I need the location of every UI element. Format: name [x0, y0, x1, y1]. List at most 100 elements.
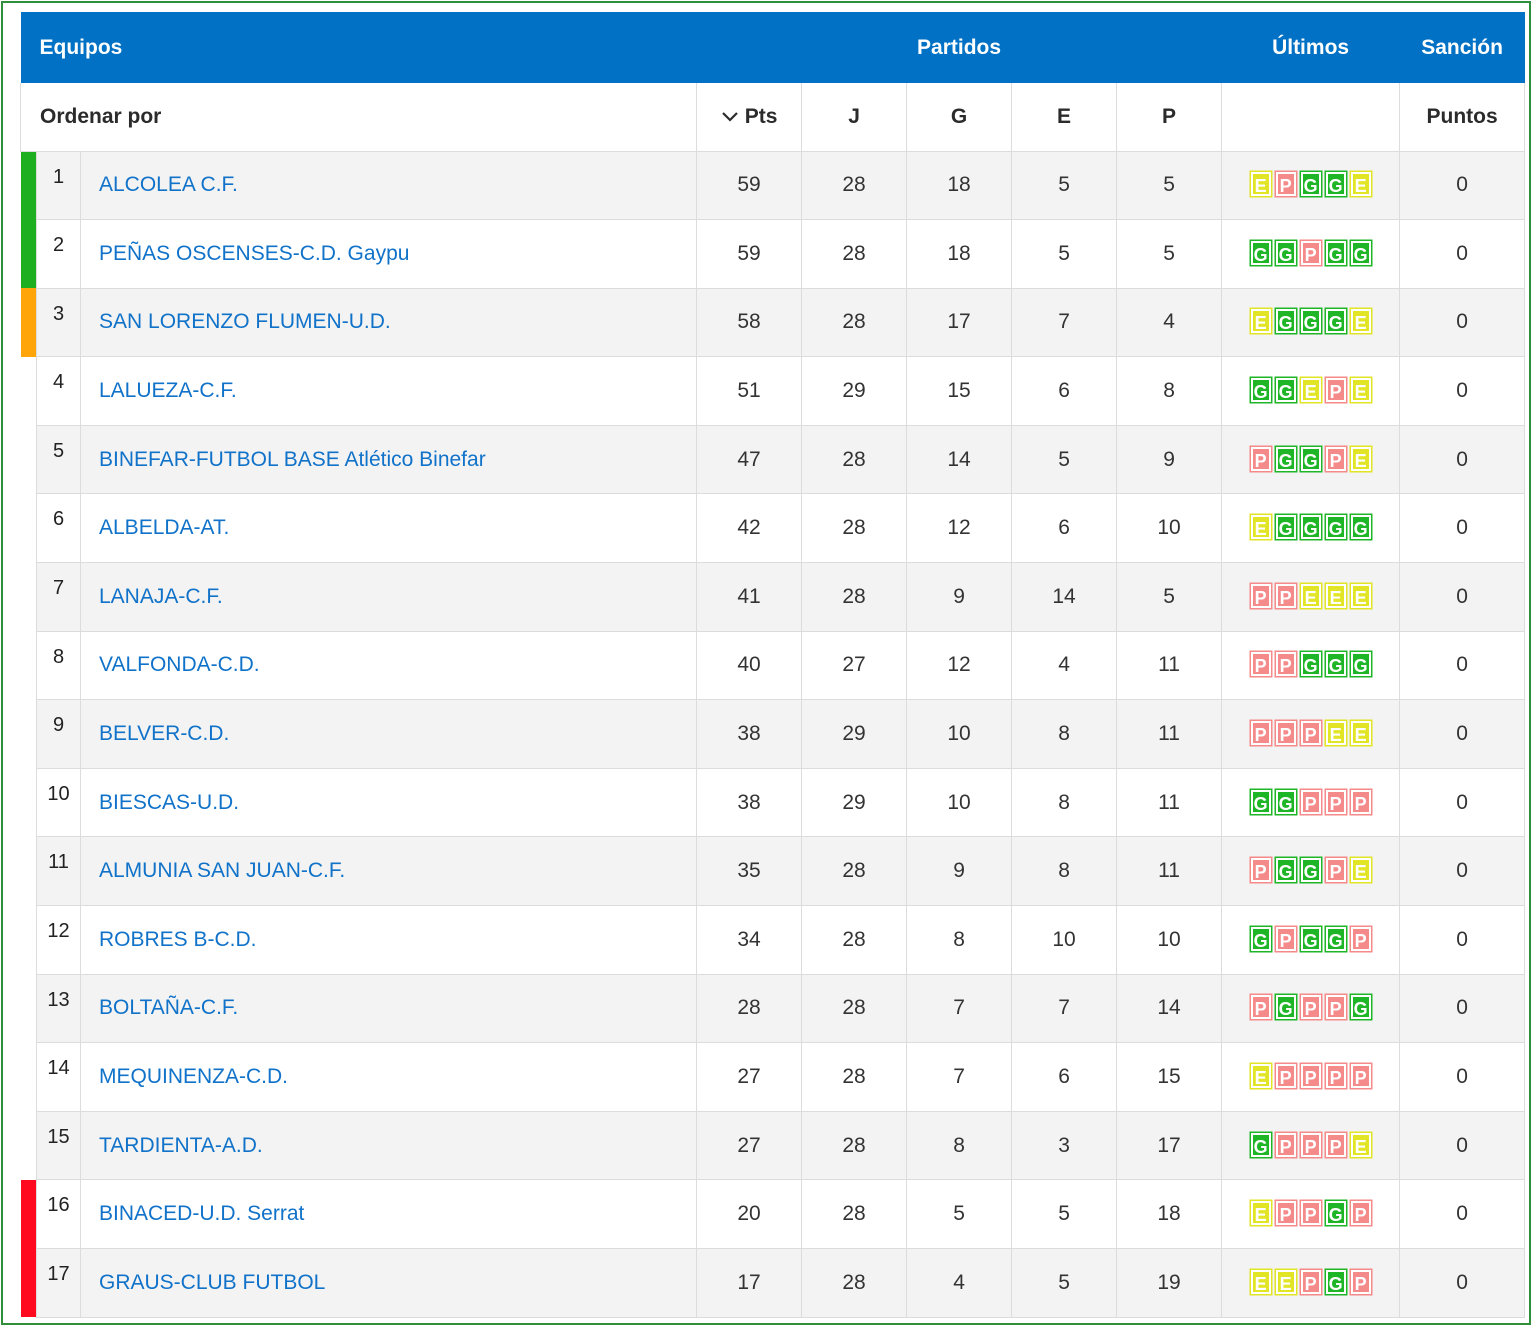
result-badge: P — [1300, 789, 1321, 814]
table-row: 9 BELVER-C.D. 38 29 10 8 11 P P P E E 0 — [20, 699, 1526, 769]
pts-cell: 41 — [696, 562, 803, 632]
team-link[interactable]: LANAJA-C.F. — [99, 584, 223, 608]
sort-j-button[interactable]: J — [801, 83, 908, 152]
result-badge: P — [1250, 995, 1271, 1020]
position-cell: 17 — [36, 1248, 81, 1318]
result-badge: G — [1300, 172, 1321, 197]
table-row: 5 BINEFAR-FUTBOL BASE Atlético Binefar 47 2… — [20, 424, 1526, 495]
sancion-cell: 0 — [1399, 287, 1526, 358]
sancion-cell: 0 — [1399, 630, 1526, 701]
p-cell: 5 — [1116, 219, 1223, 289]
table-row: 3 SAN LORENZO FLUMEN-U.D. 58 28 17 7 4 E G G G E 0 — [20, 287, 1526, 358]
j-cell: 28 — [801, 1042, 908, 1112]
team-cell: BINEFAR-FUTBOL BASE Atlético Binefar — [79, 424, 698, 495]
j-cell: 28 — [801, 219, 908, 289]
j-cell: 28 — [801, 493, 908, 564]
sort-g-button[interactable]: G — [906, 83, 1013, 152]
e-cell: 6 — [1011, 493, 1118, 564]
sancion-cell: 0 — [1399, 562, 1526, 632]
e-cell: 5 — [1011, 219, 1118, 289]
ordenar-label: Ordenar por — [19, 83, 698, 152]
result-badge: G — [1325, 240, 1346, 265]
p-cell: 11 — [1116, 836, 1223, 907]
result-badge: E — [1350, 858, 1371, 883]
result-badge: P — [1250, 583, 1271, 608]
team-link[interactable]: BOLTAÑA-C.F. — [99, 996, 239, 1020]
team-cell: ALCOLEA C.F. — [79, 150, 698, 221]
zone-indicator — [20, 425, 37, 494]
team-cell: SAN LORENZO FLUMEN-U.D. — [79, 287, 698, 358]
result-badge: E — [1250, 1064, 1271, 1089]
sort-header-row: Ordenar por Pts J G E P Puntos — [19, 83, 1526, 152]
result-badge: G — [1250, 1132, 1271, 1157]
sort-e-button[interactable]: E — [1011, 83, 1118, 152]
zone-indicator — [20, 1111, 37, 1180]
p-cell: 5 — [1116, 150, 1223, 221]
result-badge: G — [1300, 858, 1321, 883]
position-cell: 15 — [36, 1110, 81, 1181]
result-badge: P — [1325, 378, 1346, 403]
team-link[interactable]: ALCOLEA C.F. — [99, 173, 238, 197]
result-badge: P — [1325, 995, 1346, 1020]
result-badge: G — [1300, 446, 1321, 471]
result-badge: G — [1275, 515, 1296, 540]
team-cell: MEQUINENZA-C.D. — [79, 1042, 698, 1112]
team-link[interactable]: ALBELDA-AT. — [99, 516, 230, 540]
result-badge: E — [1350, 446, 1371, 471]
zone-indicator — [20, 631, 37, 700]
result-badge: P — [1350, 1201, 1371, 1226]
team-link[interactable]: ROBRES B-C.D. — [99, 927, 257, 951]
pts-label: Pts — [744, 104, 778, 128]
result-badge: E — [1250, 515, 1271, 540]
g-cell: 17 — [906, 287, 1013, 358]
result-badge: P — [1275, 1064, 1296, 1089]
result-badge: G — [1275, 446, 1296, 471]
sancion-cell: 0 — [1399, 424, 1526, 495]
result-badge: G — [1275, 789, 1296, 814]
position-cell: 2 — [36, 219, 81, 289]
g-cell: 5 — [906, 1179, 1013, 1249]
result-badge: P — [1300, 1201, 1321, 1226]
zone-indicator — [20, 493, 37, 563]
result-badge: G — [1275, 858, 1296, 883]
table-row: 17 GRAUS-CLUB FUTBOL 17 28 4 5 19 E E P G P 0 — [20, 1248, 1526, 1318]
j-cell: 28 — [801, 973, 908, 1044]
j-cell: 28 — [801, 562, 908, 632]
sancion-cell: 0 — [1399, 356, 1526, 426]
team-link[interactable]: GRAUS-CLUB FUTBOL — [99, 1270, 326, 1294]
sancion-header: Sanción — [1399, 12, 1525, 83]
sort-p-button[interactable]: P — [1116, 83, 1223, 152]
team-link[interactable]: LALUEZA-C.F. — [99, 379, 237, 403]
e-cell: 5 — [1011, 1179, 1118, 1249]
team-link[interactable]: SAN LORENZO FLUMEN-U.D. — [99, 310, 391, 334]
team-link[interactable]: TARDIENTA-A.D. — [99, 1133, 263, 1157]
p-cell: 17 — [1116, 1110, 1223, 1181]
team-link[interactable]: MEQUINENZA-C.D. — [99, 1065, 288, 1089]
result-badge: G — [1325, 1201, 1346, 1226]
position-cell: 1 — [36, 150, 81, 221]
team-link[interactable]: VALFONDA-C.D. — [99, 653, 260, 677]
team-link[interactable]: ALMUNIA SAN JUAN-C.F. — [99, 859, 346, 883]
result-badge: E — [1325, 583, 1346, 608]
result-badge: P — [1300, 1064, 1321, 1089]
sort-pts-button[interactable]: Pts — [696, 83, 803, 152]
e-cell: 5 — [1011, 1248, 1118, 1318]
j-cell: 28 — [801, 905, 908, 975]
result-badge: P — [1250, 858, 1271, 883]
team-link[interactable]: BINEFAR-FUTBOL BASE Atlético Binefar — [99, 447, 486, 471]
team-link[interactable]: BINACED-U.D. Serrat — [99, 1202, 305, 1226]
zone-indicator — [20, 1179, 37, 1249]
team-link[interactable]: BELVER-C.D. — [99, 722, 230, 746]
team-link[interactable]: BIESCAS-U.D. — [99, 790, 240, 814]
result-badge: G — [1250, 789, 1271, 814]
pts-cell: 34 — [696, 905, 803, 975]
e-cell: 5 — [1011, 424, 1118, 495]
team-link[interactable]: PEÑAS OSCENSES-C.D. Gaypu — [99, 241, 410, 265]
